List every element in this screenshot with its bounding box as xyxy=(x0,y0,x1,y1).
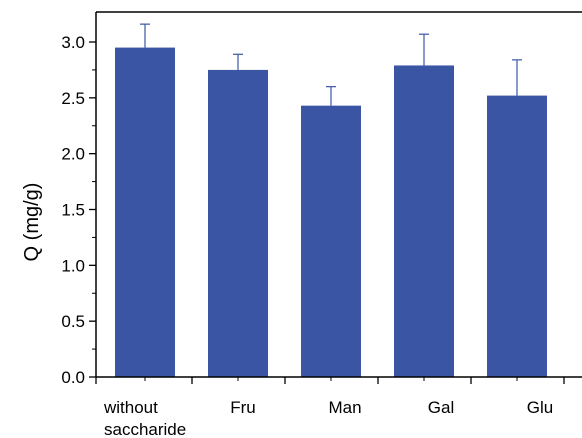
x-tick-label-1: Fru xyxy=(230,398,256,417)
y-tick-label-5: 2.5 xyxy=(61,89,85,108)
y-axis-title: Q (mg/g) xyxy=(21,183,43,262)
bars-group xyxy=(115,47,547,378)
y-ticks-group: 0.0 0.5 1.0 1.5 2.0 2.5 3.0 xyxy=(61,33,96,387)
x-tick-label-4: Glu xyxy=(527,398,553,417)
bar-4 xyxy=(487,95,547,377)
bar-1 xyxy=(208,69,268,378)
y-tick-label-1: 0.5 xyxy=(61,312,85,331)
x-tick-labels-group: without saccharide Fru Man Gal Glu xyxy=(103,398,553,438)
y-tick-label-0: 0.0 xyxy=(61,368,85,387)
bar-3 xyxy=(394,65,454,377)
error-bars-group xyxy=(140,23,522,106)
y-tick-label-4: 2.0 xyxy=(61,145,85,164)
axes-group xyxy=(95,11,582,384)
y-tick-label-2: 1.0 xyxy=(61,256,85,275)
x-tick-label-3: Gal xyxy=(428,398,454,417)
bar-2 xyxy=(301,105,361,378)
x-tick-label-2: Man xyxy=(328,398,361,417)
y-tick-label-6: 3.0 xyxy=(61,33,85,52)
bar-0 xyxy=(115,47,175,377)
y-tick-label-3: 1.5 xyxy=(61,201,85,220)
x-tick-label-0-line-1: saccharide xyxy=(104,420,186,438)
x-tick-label-0-line-0: without xyxy=(103,398,158,417)
